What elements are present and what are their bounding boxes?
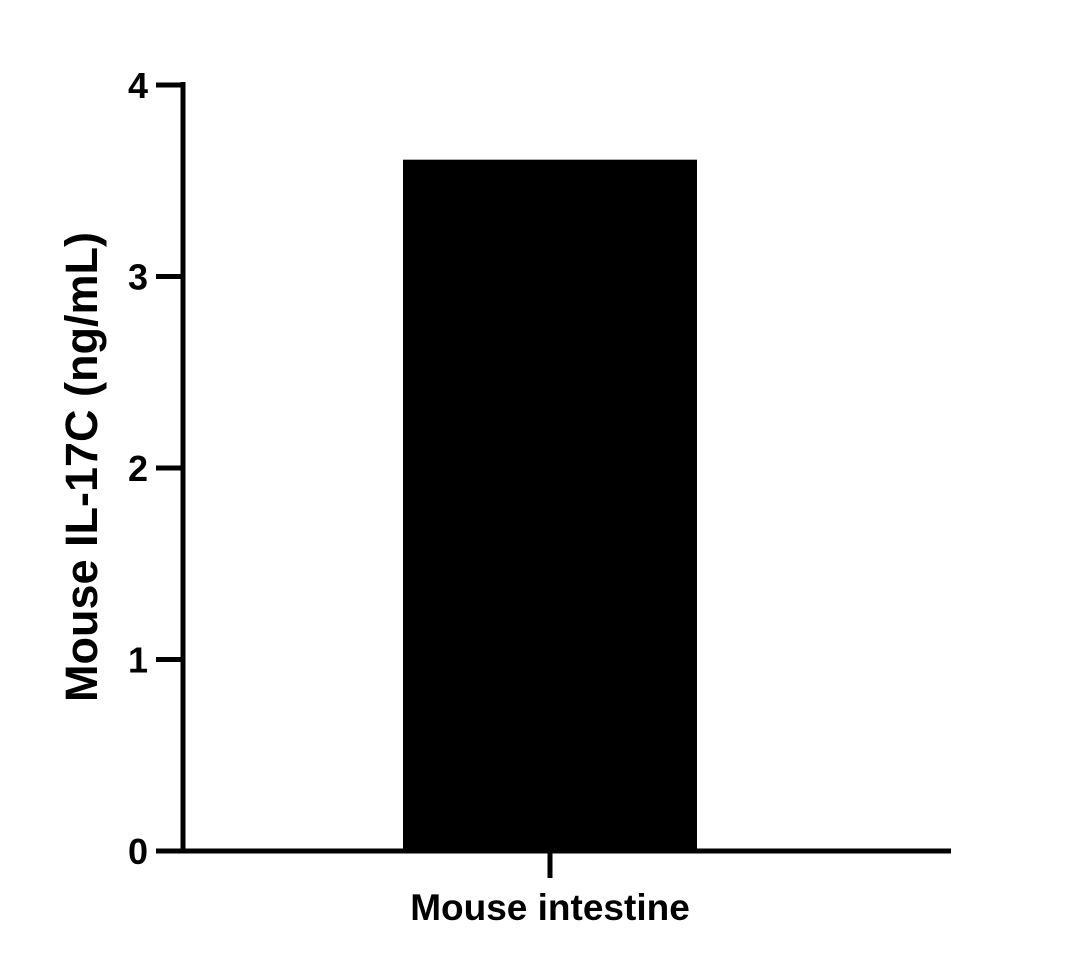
y-axis-title: Mouse IL-17C (ng/mL)	[56, 232, 107, 702]
y-tick-label-0: 0	[128, 831, 148, 872]
y-tick-label-1: 1	[128, 640, 148, 681]
x-category-label-0: Mouse intestine	[410, 887, 690, 928]
y-tick-label-3: 3	[128, 257, 148, 298]
bar-0	[403, 159, 697, 851]
x-axis: Mouse intestine	[181, 848, 951, 928]
y-tick-label-4: 4	[128, 65, 148, 106]
bars	[403, 159, 697, 851]
y-tick-label-2: 2	[128, 448, 148, 489]
y-axis: 0 1 2 3 4	[128, 65, 186, 872]
